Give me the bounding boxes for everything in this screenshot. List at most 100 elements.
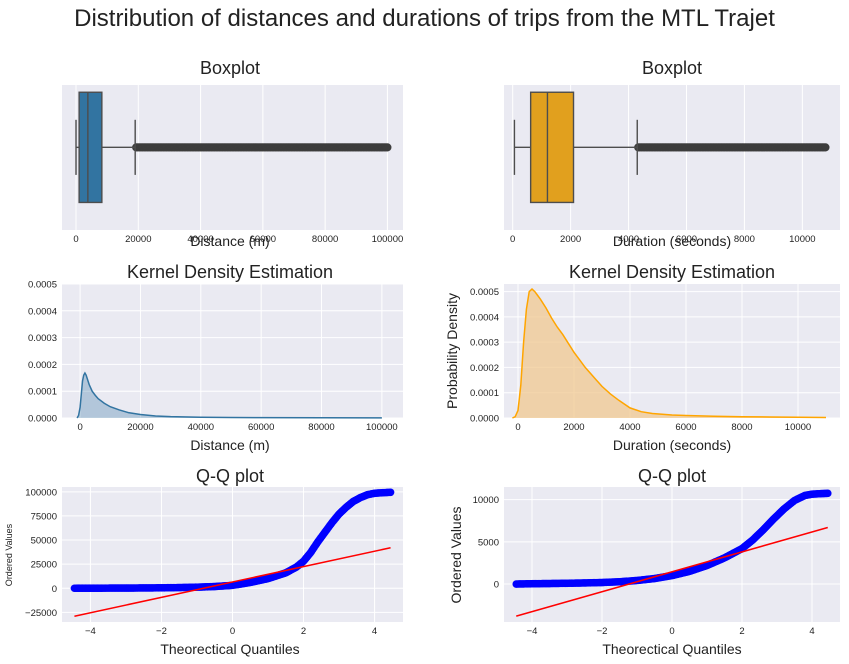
y-tick-label: 0.0005: [470, 287, 499, 298]
x-tick-label: 6000: [675, 422, 696, 433]
y-tick-label: 0.0003: [28, 333, 57, 344]
qq-duration-panel: Q-Q plot −4 −2 0 2 4 0 5000 10000 Theorectical …: [448, 466, 840, 657]
x-tick-label: 10000: [789, 234, 815, 245]
x-tick-label: −4: [527, 626, 538, 637]
x-axis-label: Duration (seconds): [613, 233, 731, 249]
outlier-markers: [634, 143, 830, 152]
y-tick-label: 0.0005: [28, 280, 57, 291]
x-tick-label: 4000: [619, 422, 640, 433]
x-tick-label: −4: [85, 626, 96, 637]
fit-line: [516, 526, 828, 617]
y-tick-label: 0.0000: [470, 414, 499, 425]
density-line: [512, 288, 827, 419]
kde-duration-plot: 0 2000 4000 6000 8000 10000 0.0000 0.0001 0.0002…: [470, 284, 840, 433]
x-axis-label: Theorectical Quantiles: [160, 641, 299, 657]
density-fill: [512, 289, 826, 418]
panel-title: Kernel Density Estimation: [569, 262, 775, 282]
x-axis-label: Distance (m): [190, 437, 269, 453]
x-tick-label: −2: [597, 626, 608, 637]
y-axis-label: Probability Density: [444, 293, 460, 409]
x-tick-label: 2000: [563, 422, 584, 433]
qq-point: [823, 489, 832, 498]
qq-duration-plot: −4 −2 0 2 4 0 5000 10000: [473, 487, 840, 637]
y-tick-label: 50000: [31, 536, 57, 547]
y-tick-label: 0: [494, 580, 499, 591]
kde-duration-panel: Kernel Density Estimation 0 2000 4000 6000 8…: [444, 262, 840, 453]
y-tick-label: 0.0003: [470, 338, 499, 349]
density-fill: [77, 372, 382, 418]
y-tick-label: 0.0000: [28, 414, 57, 425]
x-tick-label: 100000: [366, 422, 398, 433]
figure-title: Distribution of distances and durations …: [74, 5, 775, 32]
y-tick-label: 0.0004: [28, 306, 57, 317]
box-iqr: [529, 91, 575, 204]
y-tick-label: 0.0001: [28, 387, 57, 398]
y-tick-label: 0.0004: [470, 312, 499, 323]
x-tick-label: 6000: [676, 234, 697, 245]
x-tick-label: 2000: [560, 234, 581, 245]
x-tick-label: 80000: [312, 234, 338, 245]
x-axis-label: Duration (seconds): [613, 437, 731, 453]
density-line: [76, 371, 382, 419]
x-tick-label: 100000: [372, 234, 404, 245]
x-tick-label: 8000: [734, 234, 755, 245]
boxplot-duration-panel: Boxplot 0 2000 4000 6000 8000 10000 Duration …: [504, 58, 840, 249]
kde-distance-plot: 0 20000 40000 60000 80000 100000 0.0000 0.0001 0…: [28, 280, 403, 433]
qq-distance-panel: Q-Q plot −4 −2 0 2 4 −25000 0 25000 50000 75000 10…: [4, 466, 403, 657]
panel-title: Boxplot: [642, 58, 702, 78]
y-axis-label: Ordered Values: [4, 523, 14, 586]
x-tick-label: 20000: [127, 422, 153, 433]
x-tick-label: 0: [515, 422, 520, 433]
box-iqr: [78, 91, 103, 204]
y-tick-label: 10000: [473, 495, 499, 506]
plot-background: [62, 85, 403, 230]
y-tick-label: 75000: [31, 511, 57, 522]
y-tick-label: 0: [52, 584, 57, 595]
y-tick-label: 25000: [31, 560, 57, 571]
x-tick-label: 2: [739, 626, 744, 637]
y-tick-label: 0.0002: [470, 363, 499, 374]
x-tick-label: 40000: [187, 234, 213, 245]
y-tick-label: 100000: [25, 487, 57, 498]
boxplot-distance-plot: 0 20000 40000 60000 80000 100000: [62, 85, 403, 245]
x-tick-label: 8000: [731, 422, 752, 433]
x-tick-label: 40000: [188, 422, 214, 433]
x-tick-label: 60000: [248, 422, 274, 433]
x-tick-label: 2: [301, 626, 306, 637]
panel-title: Q-Q plot: [638, 466, 706, 486]
y-tick-label: 5000: [478, 537, 499, 548]
x-tick-label: −2: [156, 626, 167, 637]
x-tick-label: 0: [73, 234, 78, 245]
x-tick-label: 0: [77, 422, 82, 433]
y-tick-label: 0.0002: [28, 360, 57, 371]
x-tick-label: 4000: [618, 234, 639, 245]
qq-distance-plot: −4 −2 0 2 4 −25000 0 25000 50000 75000 100000: [25, 487, 403, 637]
x-axis-label: Theorectical Quantiles: [602, 641, 741, 657]
qq-point: [386, 488, 395, 497]
boxplot-distance-panel: Boxplot 0 20000 40000 60000 80000 100000 Dist…: [62, 58, 403, 249]
kde-distance-panel: Kernel Density Estimation 0 20000 40000 600…: [28, 262, 403, 453]
x-tick-label: 20000: [125, 234, 151, 245]
outlier-markers: [132, 143, 392, 152]
x-tick-label: 4: [372, 626, 377, 637]
x-tick-label: 80000: [308, 422, 334, 433]
panel-title: Kernel Density Estimation: [127, 262, 333, 282]
outlier-point: [821, 143, 830, 152]
x-tick-label: 10000: [785, 422, 811, 433]
fit-line: [74, 547, 391, 617]
x-tick-label: 0: [230, 626, 235, 637]
plot-background: [62, 284, 403, 418]
x-tick-label: 0: [510, 234, 515, 245]
y-tick-label: 0.0001: [470, 388, 499, 399]
x-tick-label: 0: [669, 626, 674, 637]
outlier-point: [383, 143, 392, 152]
panel-title: Q-Q plot: [196, 466, 264, 486]
x-tick-label: 4: [809, 626, 814, 637]
y-axis-label: Ordered Values: [448, 506, 464, 603]
boxplot-duration-plot: 0 2000 4000 6000 8000 10000: [504, 85, 840, 245]
panel-title: Boxplot: [200, 58, 260, 78]
x-axis-label: Distance (m): [190, 233, 269, 249]
x-tick-label: 60000: [250, 234, 276, 245]
y-tick-label: −25000: [25, 608, 57, 619]
